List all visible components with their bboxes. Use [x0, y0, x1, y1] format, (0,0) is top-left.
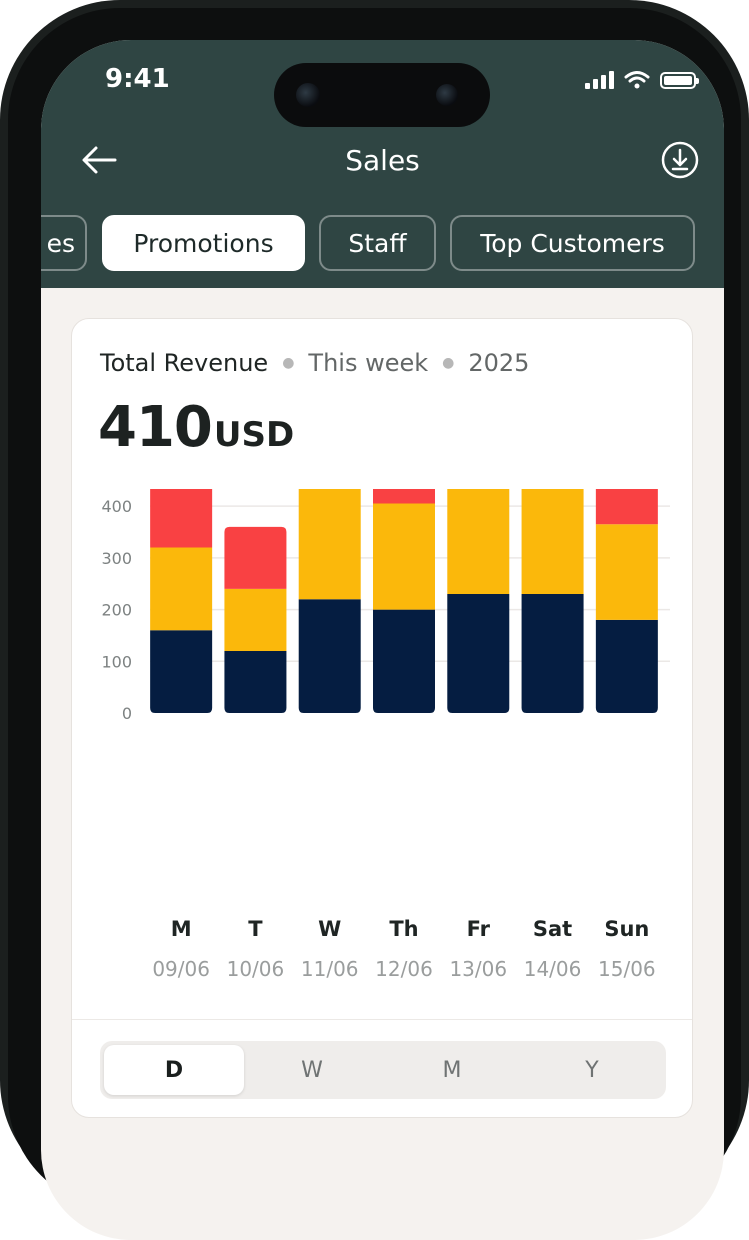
camera-lens-icon [296, 83, 320, 107]
day-label: W 11/06 [290, 917, 370, 981]
day-label: Fr 13/06 [438, 917, 518, 981]
bar-segment[interactable] [521, 594, 584, 713]
bar-segment[interactable] [595, 489, 658, 525]
status-time: 9:41 [105, 64, 170, 94]
year-label: 2025 [468, 349, 530, 377]
bar-segment[interactable] [521, 489, 584, 595]
total-unit: USD [213, 415, 295, 455]
bar-segment[interactable] [595, 524, 658, 620]
total-value: 410 [98, 395, 213, 460]
x-tick-label: Sun [604, 917, 650, 941]
bar-segment[interactable] [595, 619, 658, 713]
battery-icon [660, 71, 699, 89]
separator-dot: ● [442, 355, 455, 371]
bar-segment[interactable] [298, 599, 361, 713]
range-option[interactable]: M [442, 1057, 462, 1083]
wifi-icon [624, 71, 650, 89]
x-tick-label: Fr [466, 917, 490, 941]
date-label: 13/06 [449, 957, 508, 981]
cellular-signal-icon [585, 71, 614, 89]
bar-segment[interactable] [150, 489, 213, 548]
period-label: This week [308, 349, 429, 377]
date-label: 14/06 [523, 957, 582, 981]
y-tick-label: 0 [122, 704, 132, 723]
date-label: 15/06 [598, 957, 656, 981]
bar-segment[interactable] [373, 503, 435, 610]
day-label: Th 12/06 [364, 917, 444, 981]
bar-segment[interactable] [373, 609, 435, 713]
separator-dot: ● [282, 355, 295, 371]
bar-segment[interactable] [224, 650, 287, 713]
y-tick-label: 400 [101, 497, 132, 516]
bar-segment[interactable] [224, 588, 287, 651]
y-tick-label: 200 [101, 601, 132, 620]
date-label: 10/06 [226, 957, 285, 981]
day-labels: M 09/06 T 10/06 W 11/06 Th 12/06 Fr 13/06 Sat 14/06… [72, 917, 694, 997]
x-tick-label: M [170, 917, 192, 941]
y-tick-label: 100 [101, 652, 132, 671]
range-option[interactable]: Y [585, 1057, 599, 1083]
sensor-icon [436, 84, 458, 106]
dynamic-island [274, 63, 490, 127]
tab-partial[interactable]: es [41, 215, 87, 271]
app-header: 9:41 [41, 40, 724, 288]
card-header: Total Revenue ● This week ● 2025 [100, 349, 529, 377]
date-label: 12/06 [375, 957, 433, 981]
bar-segment[interactable] [447, 489, 510, 595]
bar-segment[interactable] [298, 489, 361, 600]
bar-segment[interactable] [447, 594, 510, 713]
tab-top-customers[interactable]: Top Customers [450, 215, 695, 271]
status-icons [585, 70, 699, 90]
tab-promotions[interactable]: Promotions [102, 215, 305, 271]
phone-bezel: 9:41 [8, 8, 741, 1240]
bar-segment[interactable] [150, 630, 213, 713]
screen: 9:41 [41, 40, 724, 1240]
day-label: Sat 14/06 [513, 917, 593, 981]
total-revenue: 410USD [98, 395, 294, 460]
download-circle-icon [661, 141, 699, 179]
revenue-bar-chart: 0100200300400500600700 [101, 489, 670, 723]
range-option[interactable]: D [104, 1045, 244, 1095]
arrow-left-icon [82, 146, 117, 174]
category-tabs: es Promotions Staff Top Customers [41, 215, 724, 273]
bar-segment[interactable] [224, 526, 287, 589]
card-title: Total Revenue [100, 349, 269, 377]
back-button[interactable] [79, 140, 119, 180]
day-label: T 10/06 [215, 917, 295, 981]
x-tick-label: T [248, 917, 263, 941]
download-button[interactable] [660, 140, 700, 180]
range-option[interactable]: W [301, 1057, 323, 1083]
bar-segment[interactable] [373, 489, 435, 504]
y-tick-label: 300 [101, 549, 132, 568]
x-tick-label: Sat [532, 917, 573, 941]
revenue-card: Total Revenue ● This week ● 2025 410USD … [71, 318, 693, 1118]
day-label: Sun 15/06 [587, 917, 667, 981]
date-label: 11/06 [300, 957, 359, 981]
x-tick-label: Th [389, 917, 419, 941]
page-title: Sales [345, 144, 420, 177]
bar-segment[interactable] [150, 547, 213, 631]
date-label: 09/06 [152, 957, 210, 981]
tab-staff[interactable]: Staff [319, 215, 436, 271]
divider [72, 1019, 692, 1020]
x-tick-label: W [318, 917, 342, 941]
day-label: M 09/06 [141, 917, 221, 981]
